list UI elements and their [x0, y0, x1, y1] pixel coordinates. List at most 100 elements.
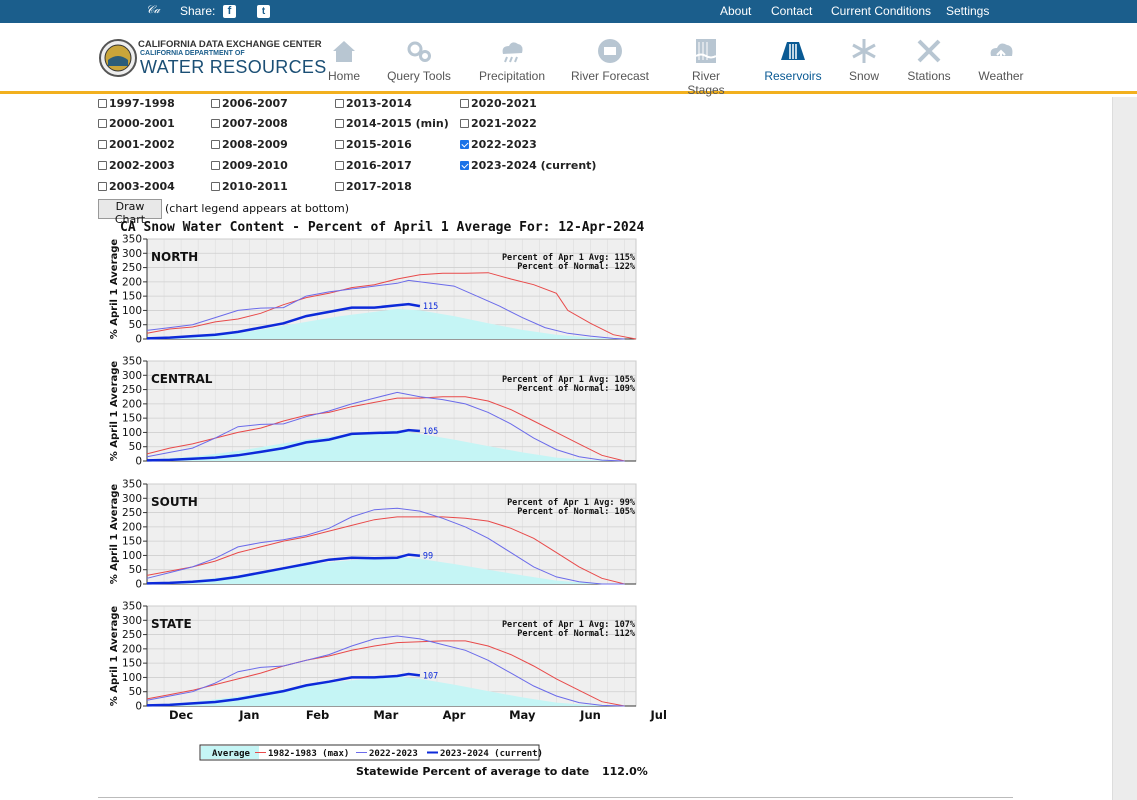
- percent-avg-annotation: Percent of Apr 1 Avg: 115%: [502, 253, 636, 263]
- season-checkbox[interactable]: 2009-2010: [211, 159, 288, 172]
- nav-home[interactable]: Home: [323, 23, 365, 94]
- scrollbar[interactable]: [1112, 97, 1137, 800]
- y-tick-label: 0: [135, 701, 142, 713]
- season-checkbox[interactable]: 2017-2018: [335, 180, 412, 193]
- season-checkbox[interactable]: 2016-2017: [335, 159, 412, 172]
- season-checkbox[interactable]: 2015-2016: [335, 138, 412, 151]
- y-tick-label: 50: [129, 319, 142, 331]
- nav-weather[interactable]: Weather: [977, 23, 1025, 94]
- checkbox-box[interactable]: [98, 182, 107, 191]
- nav-river-forecast[interactable]: River Forecast: [570, 23, 650, 94]
- cdec-logo[interactable]: CALIFORNIA DATA EXCHANGE CENTER CALIFORN…: [98, 38, 326, 78]
- season-label: 2003-2004: [109, 180, 175, 193]
- y-tick-label: 250: [122, 262, 142, 274]
- twitter-icon[interactable]: t: [257, 5, 270, 18]
- checkbox-box[interactable]: [335, 99, 344, 108]
- y-tick-label: 0: [135, 456, 142, 468]
- season-label: 2022-2023: [471, 138, 537, 151]
- y-tick-label: 300: [122, 248, 142, 260]
- nav-river-forecast-label: River Forecast: [570, 69, 650, 83]
- checkbox-box[interactable]: [460, 140, 469, 149]
- nav-river-stages-label: River Stages: [687, 69, 725, 97]
- checkbox-box[interactable]: [335, 119, 344, 128]
- checkbox-box[interactable]: [460, 99, 469, 108]
- y-tick-label: 50: [129, 564, 142, 576]
- nav-stations-label: Stations: [907, 69, 951, 83]
- nav-current-conditions-link[interactable]: Current Conditions: [831, 4, 932, 18]
- season-checkbox[interactable]: 2007-2008: [211, 117, 288, 130]
- nav-weather-label: Weather: [978, 69, 1024, 83]
- checkbox-box[interactable]: [211, 161, 220, 170]
- y-axis-label: % April 1 Average: [109, 484, 120, 585]
- legend-entry: 1982-1983 (max): [268, 749, 349, 759]
- main-header: CALIFORNIA DATA EXCHANGE CENTER CALIFORN…: [0, 23, 1137, 97]
- nav-snow[interactable]: Snow: [845, 23, 883, 94]
- checkbox-box[interactable]: [211, 140, 220, 149]
- max-1982-line: [146, 516, 625, 585]
- y-tick-label: 150: [122, 658, 142, 670]
- nav-settings-link[interactable]: Settings: [946, 4, 990, 18]
- checkbox-box[interactable]: [98, 161, 107, 170]
- season-checkbox[interactable]: 2021-2022: [460, 117, 537, 130]
- checkbox-box[interactable]: [98, 99, 107, 108]
- season-label: 2001-2002: [109, 138, 175, 151]
- checkbox-box[interactable]: [460, 161, 469, 170]
- checkbox-box[interactable]: [335, 161, 344, 170]
- season-checkbox[interactable]: 2002-2003: [98, 159, 175, 172]
- y-axis-label: % April 1 Average: [109, 239, 120, 340]
- nav-query-tools[interactable]: Query Tools: [386, 23, 452, 94]
- season-checkbox[interactable]: 2000-2001: [98, 117, 175, 130]
- season-label: 2008-2009: [222, 138, 288, 151]
- gears-icon: [407, 41, 431, 62]
- season-checkbox[interactable]: 1997-1998: [98, 97, 175, 110]
- percent-normal-annotation: Percent of Normal: 105%: [517, 507, 636, 517]
- nav-precipitation[interactable]: Precipitation: [476, 23, 548, 94]
- season-checkbox[interactable]: 2001-2002: [98, 138, 175, 151]
- chart-legend-note: (chart legend appears at bottom): [165, 202, 349, 215]
- nav-reservoirs[interactable]: Reservoirs: [764, 23, 822, 94]
- y-tick-label: 0: [135, 579, 142, 591]
- season-checkbox[interactable]: 2010-2011: [211, 180, 288, 193]
- season-label: 2017-2018: [346, 180, 412, 193]
- nav-river-stages[interactable]: River Stages: [672, 23, 740, 97]
- tools-icon: [917, 39, 941, 63]
- x-tick-label: Apr: [443, 708, 466, 722]
- checkbox-box[interactable]: [98, 140, 107, 149]
- current-value-label: 107: [423, 671, 438, 681]
- checkbox-box[interactable]: [98, 119, 107, 128]
- draw-chart-button[interactable]: Draw Chart: [98, 199, 162, 226]
- y-tick-label: 150: [122, 536, 142, 548]
- season-checkbox[interactable]: 2006-2007: [211, 97, 288, 110]
- legend-box: [199, 744, 540, 761]
- x-tick-label: Jun: [579, 708, 601, 722]
- season-checkbox[interactable]: 2014-2015 (min): [335, 117, 449, 130]
- season-checkbox[interactable]: 2008-2009: [211, 138, 288, 151]
- percent-avg-annotation: Percent of Apr 1 Avg: 105%: [502, 375, 636, 385]
- checkbox-box[interactable]: [335, 140, 344, 149]
- region-label: CENTRAL: [151, 372, 213, 386]
- checkbox-box[interactable]: [211, 119, 220, 128]
- checkbox-box[interactable]: [460, 119, 469, 128]
- y-tick-label: 100: [122, 672, 142, 684]
- season-checkbox[interactable]: 2003-2004: [98, 180, 175, 193]
- checkbox-box[interactable]: [335, 182, 344, 191]
- nav-precipitation-label: Precipitation: [478, 69, 546, 83]
- nav-about-link[interactable]: About: [720, 4, 752, 18]
- logo-line1: CALIFORNIA DATA EXCHANGE CENTER: [138, 39, 322, 50]
- nav-stations[interactable]: Stations: [905, 23, 953, 94]
- season-label: 2010-2011: [222, 180, 288, 193]
- ca-logo-icon[interactable]: 𝒞𝒶: [146, 4, 161, 16]
- checkbox-box[interactable]: [211, 99, 220, 108]
- season-checkbox[interactable]: 2022-2023: [460, 138, 537, 151]
- season-checkbox[interactable]: 2020-2021: [460, 97, 537, 110]
- current-season-line: [146, 302, 421, 340]
- current-value-label: 99: [423, 552, 433, 562]
- season-checkbox[interactable]: 2023-2024 (current): [460, 159, 596, 172]
- nav-contact-link[interactable]: Contact: [771, 4, 813, 18]
- percent-normal-annotation: Percent of Normal: 109%: [517, 384, 636, 394]
- season-checkbox[interactable]: 2013-2014: [335, 97, 412, 110]
- checkbox-box[interactable]: [211, 182, 220, 191]
- average-area: [147, 676, 625, 706]
- logo-line2: CALIFORNIA DEPARTMENT OF: [140, 50, 245, 57]
- facebook-icon[interactable]: f: [223, 5, 236, 18]
